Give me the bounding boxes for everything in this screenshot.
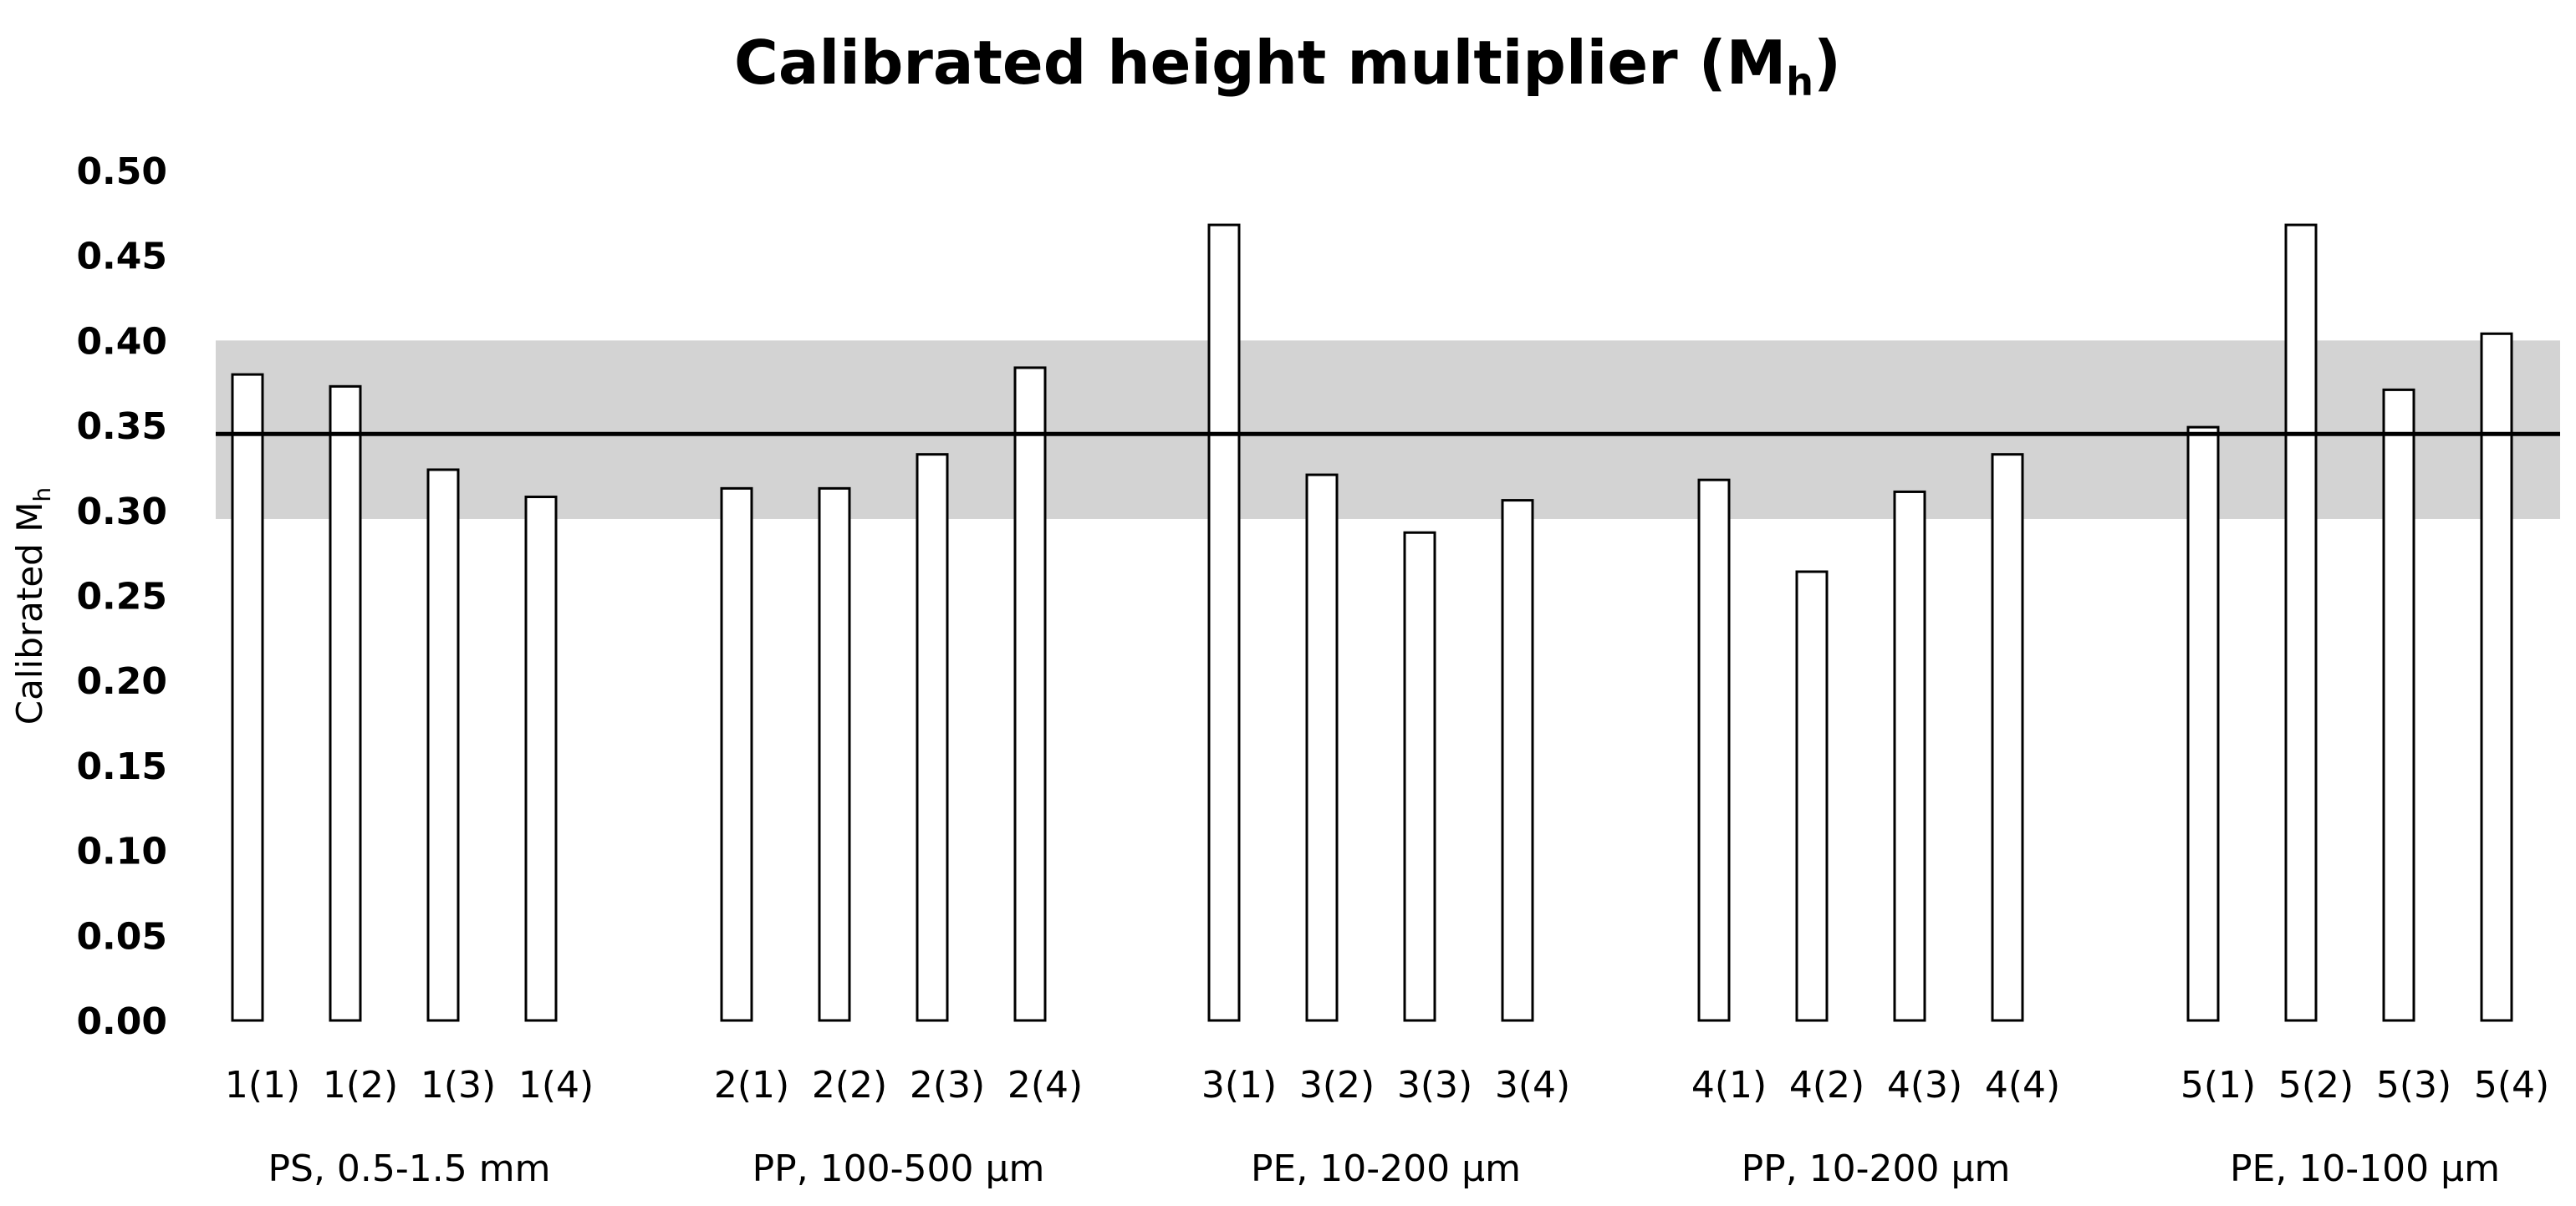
bar [1893, 490, 1926, 1022]
bar [231, 373, 264, 1022]
chart-title-main: Calibrated height multiplier (M [734, 28, 1786, 98]
x-tick-label: 2(3) [910, 1064, 985, 1107]
bar [2382, 388, 2415, 1022]
group-label: PE, 10-100 μm [2230, 1147, 2500, 1190]
x-tick-label: 1(2) [323, 1064, 398, 1107]
chart-title-end: ) [1813, 28, 1841, 98]
bar [1403, 531, 1436, 1022]
y-axis-ticks: 0.00 0.05 0.10 0.15 0.20 0.25 0.30 0.35 0.40 0.45… [76, 150, 167, 1043]
x-tick-label: 1(4) [518, 1064, 594, 1107]
bar [1795, 570, 1829, 1022]
x-tick-label: 3(2) [1299, 1064, 1375, 1107]
y-tick-label: 0.40 [76, 320, 167, 363]
y-tick-label: 0.35 [76, 405, 167, 448]
x-tick-label: 3(4) [1495, 1064, 1570, 1107]
x-tick-label: 3(1) [1201, 1064, 1277, 1107]
y-tick-label: 0.20 [76, 660, 167, 703]
group-label: PP, 10-200 μm [1742, 1147, 2011, 1190]
y-tick-label: 0.00 [76, 1000, 167, 1043]
y-tick-label: 0.05 [76, 915, 167, 958]
bar [1207, 223, 1241, 1022]
bar [2284, 223, 2318, 1022]
group-label: PE, 10-200 μm [1251, 1147, 1521, 1190]
bar [329, 384, 362, 1022]
group-labels: PS, 0.5-1.5 mm PP, 100-500 μm PE, 10-200 μ… [268, 1147, 2500, 1190]
y-tick-label: 0.25 [76, 576, 167, 618]
x-tick-label: 2(2) [812, 1064, 887, 1107]
bar [2480, 332, 2513, 1022]
x-tick-label: 4(3) [1887, 1064, 1962, 1107]
x-tick-label: 1(3) [421, 1064, 496, 1107]
bar [1305, 473, 1339, 1022]
y-axis-label-subscript: h [28, 487, 56, 502]
chart-title-subscript: h [1786, 59, 1813, 104]
bar [1501, 499, 1534, 1022]
group-label: PS, 0.5-1.5 mm [268, 1147, 551, 1190]
bar [1013, 366, 1047, 1022]
bars [231, 223, 2513, 1022]
bar [916, 453, 949, 1022]
x-tick-label: 1(1) [225, 1064, 300, 1107]
y-tick-label: 0.10 [76, 831, 167, 873]
bar [1991, 453, 2024, 1022]
x-tick-label: 4(2) [1789, 1064, 1864, 1107]
x-tick-label: 5(3) [2376, 1064, 2451, 1107]
bar [818, 486, 851, 1022]
x-tick-label: 5(1) [2181, 1064, 2256, 1107]
y-tick-label: 0.50 [76, 150, 167, 193]
x-tick-label: 4(4) [1985, 1064, 2060, 1107]
x-tick-label: 2(1) [714, 1064, 789, 1107]
y-tick-label: 0.45 [76, 236, 167, 278]
x-axis-ticks: 1(1) 1(2) 1(3) 1(4) 2(1) 2(2) 2(3) 2(4) 3(1) 3(2)… [225, 1064, 2549, 1107]
reference-band [216, 340, 2560, 519]
x-tick-label: 2(4) [1007, 1064, 1083, 1107]
bar [524, 496, 558, 1022]
chart-title: Calibrated height multiplier (Mh) [734, 28, 1841, 104]
y-axis-label-main: Calibrated M [9, 502, 50, 725]
y-axis-label: Calibrated Mh [9, 487, 56, 725]
x-tick-label: 4(1) [1691, 1064, 1767, 1107]
x-tick-label: 3(3) [1397, 1064, 1472, 1107]
y-tick-label: 0.15 [76, 745, 167, 788]
bar [1697, 478, 1731, 1022]
bar [2186, 425, 2220, 1022]
bar [720, 486, 753, 1022]
x-tick-label: 5(4) [2474, 1064, 2549, 1107]
group-label: PP, 100-500 μm [752, 1147, 1045, 1190]
bar [426, 468, 460, 1022]
x-tick-label: 5(2) [2278, 1064, 2354, 1107]
y-tick-label: 0.30 [76, 491, 167, 533]
